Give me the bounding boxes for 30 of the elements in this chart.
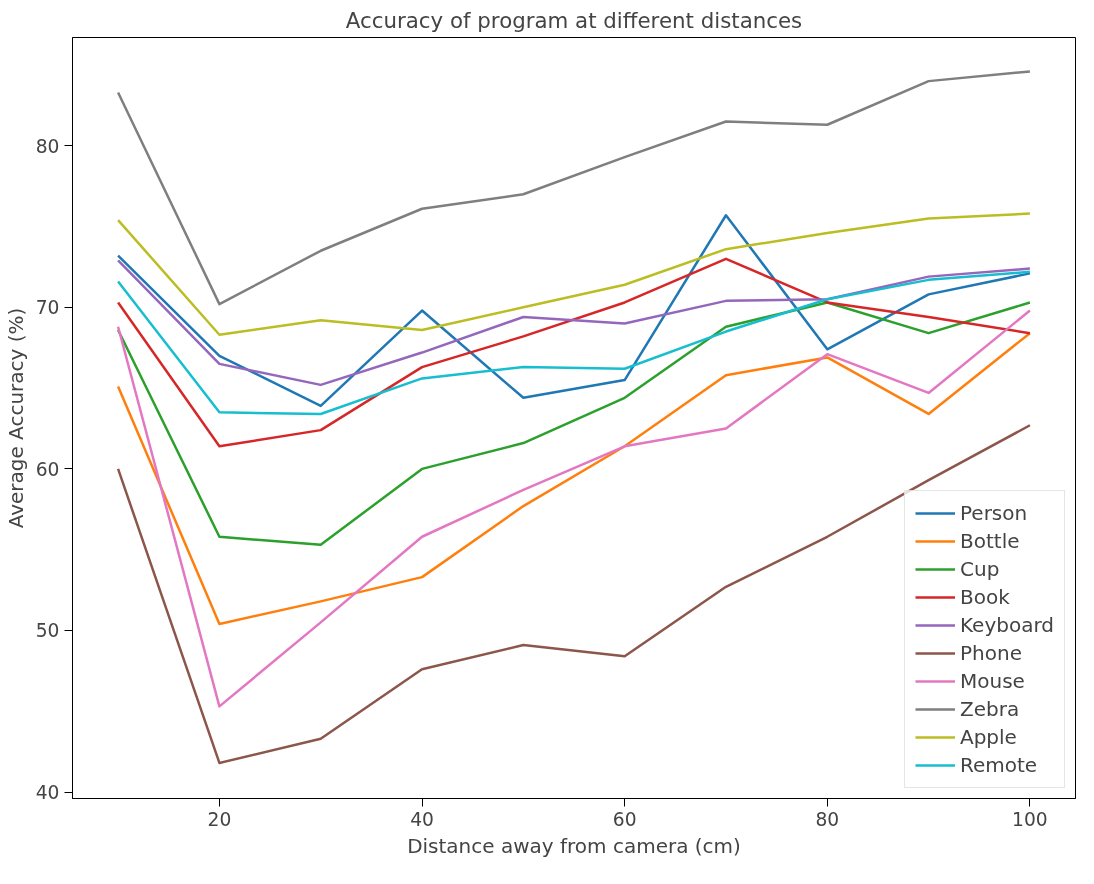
legend-label: Mouse [959,669,1025,693]
line-series [116,257,1032,448]
x-axis-title: Distance away from camera (cm) [407,833,741,858]
line-series [116,270,1032,416]
y-tick-label: 60 [35,458,60,480]
chart-title: Accuracy of program at different distances [345,7,803,33]
x-tick-label: 20 [207,808,232,830]
legend-label: Cup [959,557,1000,581]
legend-label: Phone [959,641,1022,665]
legend-label: Person [959,501,1028,525]
line-series [116,70,1032,306]
line-series [116,259,1032,387]
legend-label: Book [959,585,1010,609]
line-series [116,301,1032,547]
line-series [116,212,1032,337]
x-tick-label: 40 [410,808,434,830]
legend-label: Apple [959,725,1017,749]
y-tick-label: 50 [35,620,60,642]
legend-label: Bottle [959,529,1020,553]
y-tick-label: 70 [35,297,60,319]
x-tick-label: 80 [815,808,840,830]
line-series [116,213,1032,408]
legend-label: Zebra [959,697,1020,721]
legend-label: Keyboard [959,613,1054,637]
y-tick-label: 40 [35,782,60,804]
legend-label: Remote [959,753,1038,777]
x-tick-label: 100 [1012,808,1048,830]
y-axis-title: Average Accuracy (%) [3,307,28,529]
x-tick-label: 60 [612,808,637,830]
y-tick-label: 80 [35,135,60,157]
